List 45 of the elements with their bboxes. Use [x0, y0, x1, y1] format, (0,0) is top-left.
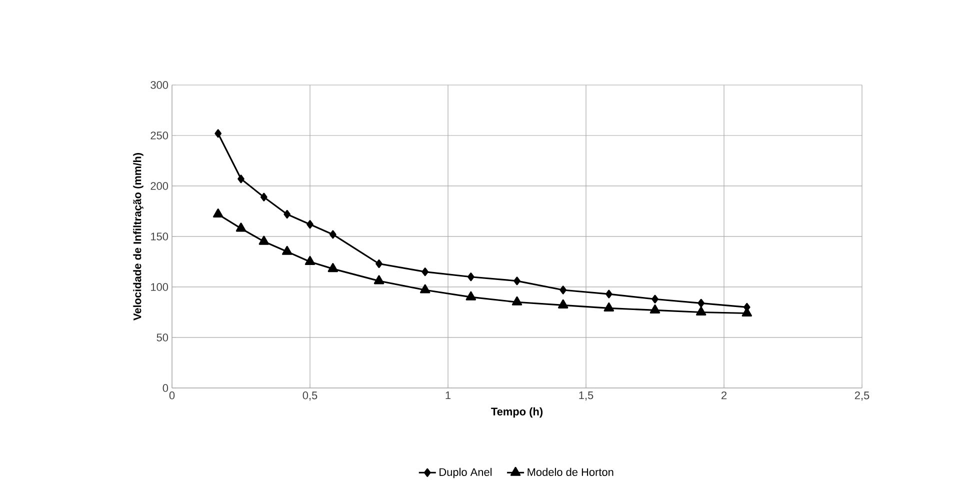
point	[238, 174, 244, 184]
point	[696, 306, 706, 316]
x-tick-label: 1,5	[579, 392, 594, 400]
legend-label: Modelo de Horton	[528, 468, 614, 476]
point	[328, 263, 338, 272]
point	[650, 304, 660, 314]
point	[420, 284, 430, 294]
y-axis-title: Velocidade de Infiltração (mm/h)	[133, 152, 144, 320]
point	[258, 236, 270, 245]
point	[284, 210, 291, 219]
point	[514, 276, 520, 286]
x-tick-label: 0	[169, 392, 175, 400]
point	[306, 220, 314, 229]
point	[376, 259, 382, 268]
point	[260, 192, 268, 202]
point	[652, 294, 658, 304]
point	[330, 230, 336, 239]
legend-label: Duplo Anel	[440, 468, 492, 478]
y-tick-label: 200	[150, 182, 168, 190]
x-tick-label: 1	[446, 392, 451, 400]
point	[468, 272, 474, 282]
point	[512, 296, 522, 306]
point	[214, 129, 222, 138]
y-tick-label: 250	[150, 132, 168, 140]
x-tick-label: 2,5	[854, 392, 870, 401]
point	[374, 275, 384, 284]
point	[558, 299, 568, 308]
y-tick-label: 150	[151, 232, 168, 240]
x-axis-title: Tempo (h)	[491, 407, 543, 418]
point	[604, 302, 614, 312]
y-tick-label: 100	[151, 283, 168, 291]
x-tick-label: 2	[722, 392, 727, 400]
point	[560, 286, 567, 294]
point	[698, 298, 705, 308]
x-tick-label: 0,5	[302, 392, 318, 401]
point	[466, 291, 476, 300]
point	[304, 256, 316, 266]
y-tick-label: 50	[156, 334, 168, 342]
point	[282, 246, 292, 255]
point	[212, 208, 224, 218]
point	[422, 268, 429, 276]
point	[236, 222, 246, 232]
point	[606, 290, 612, 298]
y-tick-label: 0	[162, 384, 168, 392]
y-tick-label: 300	[150, 81, 168, 89]
